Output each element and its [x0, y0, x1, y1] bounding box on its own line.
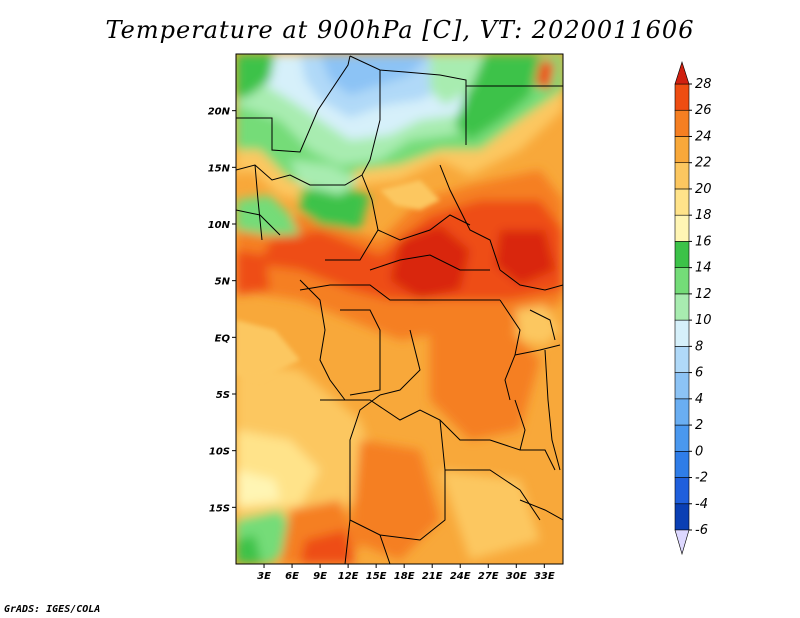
colorbar-box [674, 241, 690, 268]
colorbar-box [674, 398, 690, 426]
colorbar-label: 4 [695, 392, 703, 407]
lat-tick-label: 10S [209, 447, 230, 458]
lon-tick-label: 12E [338, 571, 359, 582]
colorbar-box [674, 109, 690, 137]
colorbar-box [674, 319, 690, 347]
lon-tick-label: 9E [313, 571, 327, 582]
lon-tick-label: 18E [394, 571, 415, 582]
lon-tick-label: 30E [506, 571, 527, 582]
colorbar-label: 24 [695, 129, 712, 144]
lon-tick-label: 27E [478, 571, 499, 582]
colorbar-under-triangle [674, 529, 690, 556]
colorbar-label: 20 [695, 182, 712, 197]
lat-tick-label: 15N [208, 163, 231, 174]
colorbar-box [674, 477, 690, 505]
colorbar-label: 26 [695, 103, 712, 118]
colorbar-box [674, 450, 690, 478]
lat-tick-label: 10N [208, 220, 231, 231]
colorbar-label: 12 [695, 287, 712, 302]
colorbar-label: 16 [695, 234, 712, 249]
lat-tick-label: 5S [216, 390, 230, 401]
map-title: Temperature at 900hPa [C], VT: 202001160… [105, 16, 695, 44]
colorbar-box [674, 503, 690, 531]
colorbar-label: 10 [695, 313, 712, 328]
colorbar-box [674, 83, 690, 111]
map-frame [235, 53, 564, 565]
lon-tick-label: 24E [450, 571, 471, 582]
boundaries [236, 55, 563, 564]
lon-tick-label: 15E [366, 571, 387, 582]
colorbar-box [674, 372, 690, 400]
colorbar-label: 14 [695, 261, 712, 276]
colorbar-box [674, 214, 690, 242]
lat-tick-label: 20N [208, 107, 231, 118]
lat-tick-label: 5N [215, 277, 231, 288]
colorbar-label: -4 [695, 497, 708, 512]
lat-tick-label: 15S [209, 503, 230, 514]
colorbar-box [674, 424, 690, 452]
temperature-field [236, 54, 563, 564]
colorbar-box [674, 136, 690, 164]
colorbar-label: 28 [695, 77, 712, 92]
colorbar-label: -2 [695, 471, 708, 486]
colorbar-label: 8 [695, 339, 703, 354]
lon-tick-label: 33E [534, 571, 555, 582]
grads-credit: GrADS: IGES/COLA [4, 604, 101, 615]
colorbar-box [674, 293, 690, 321]
colorbar-label: 22 [695, 156, 712, 171]
colorbar-label: 6 [695, 366, 703, 381]
colorbar-label: 2 [695, 418, 703, 433]
latitude-axis: 20N 15N 10N 5N EQ 5S 10S 15S [208, 107, 236, 514]
lon-tick-label: 3E [257, 571, 271, 582]
colorbar-over-triangle [674, 61, 690, 85]
longitude-axis: 3E 6E 9E 12E 15E 18E 21E 24E 27E 30E 33E [257, 564, 555, 582]
colorbar-box [674, 346, 690, 373]
colorbar-label: 18 [695, 208, 712, 223]
colorbar-label: -6 [695, 523, 708, 538]
lat-tick-label: EQ [215, 333, 231, 344]
colorbar-box [674, 188, 690, 216]
lon-tick-label: 21E [422, 571, 443, 582]
colorbar-box [674, 162, 690, 190]
colorbar-box [674, 267, 690, 295]
lon-tick-label: 6E [285, 571, 299, 582]
colorbar-label: 0 [695, 444, 703, 459]
